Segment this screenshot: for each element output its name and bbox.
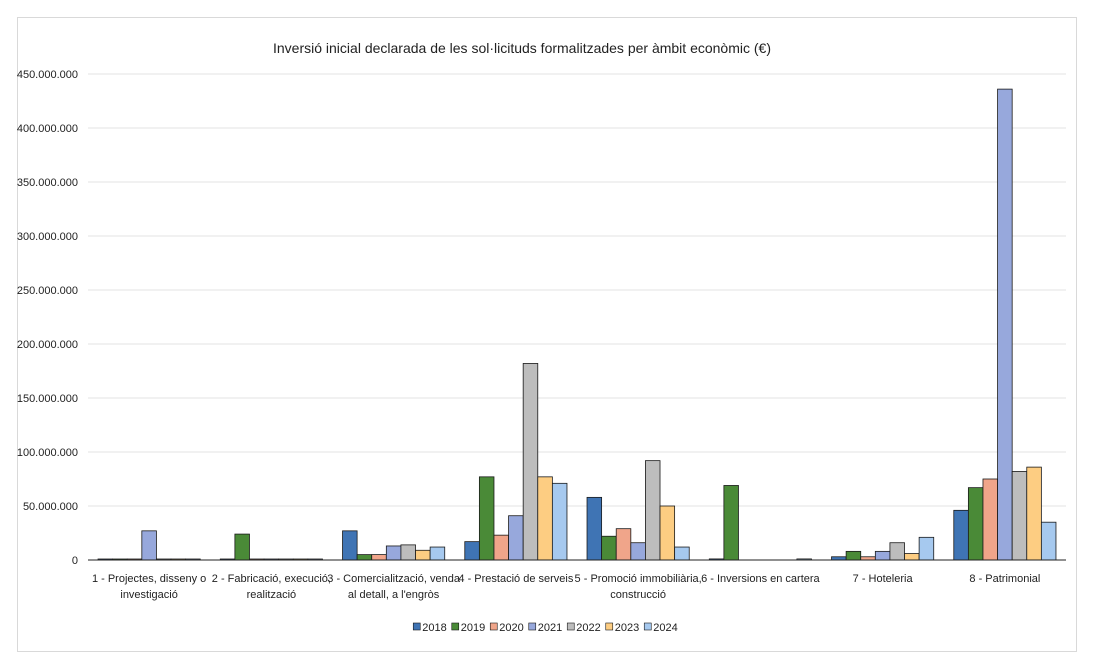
bar-2024-cat-8 — [1040, 521, 1057, 561]
bar-2024-cat-4 — [551, 482, 568, 561]
bar-2021-cat-8 — [997, 88, 1013, 561]
bar-2021-cat-4 — [508, 515, 524, 561]
x-tick-label: al detall, a l'engròs — [348, 589, 440, 601]
y-tick-label: 50.000.000 — [23, 501, 78, 513]
bar-2022-cat-8 — [1011, 471, 1028, 561]
legend-swatch — [566, 622, 575, 631]
x-tick-label: 7 - Hoteleria — [853, 573, 914, 585]
x-tick-label: 4 - Prestació de serveis — [458, 573, 573, 585]
bar-2021-cat-7 — [874, 550, 891, 561]
legend-item-2020: 2020 — [489, 622, 524, 634]
y-tick-label: 200.000.000 — [17, 339, 78, 351]
legend-item-2022: 2022 — [566, 622, 601, 634]
x-tick-label: 2 - Fabricació, execució, — [212, 573, 331, 585]
bar-2022-cat-4 — [522, 363, 539, 561]
legend-label: 2024 — [653, 622, 677, 634]
bar-2019-cat-2 — [234, 533, 250, 561]
legend-item-2019: 2019 — [451, 622, 485, 634]
bar-2023-cat-7 — [904, 553, 920, 561]
bar-2021-cat-5 — [630, 542, 646, 561]
legend-item-2018: 2018 — [412, 622, 447, 634]
x-tick-label: 3 - Comercialització, venda — [327, 573, 461, 585]
legend-label: 2018 — [422, 622, 446, 634]
legend-label: 2021 — [538, 622, 562, 634]
bars — [97, 88, 1057, 561]
bar-2022-cat-7 — [889, 542, 905, 561]
bar-2024-cat-5 — [674, 546, 690, 561]
legend-item-2021: 2021 — [528, 622, 562, 634]
legend-swatch — [451, 622, 460, 631]
bar-2018-cat-5 — [586, 496, 603, 561]
y-tick-label: 100.000.000 — [17, 447, 78, 459]
x-tick-label: 6 - Inversions en cartera — [701, 573, 820, 585]
y-axis: 0 50.000.000 100.000.000 150.000.000 200.000… — [17, 69, 78, 567]
legend-swatch — [528, 622, 537, 631]
bar-2022-cat-5 — [645, 460, 661, 561]
bar-2018-cat-4 — [464, 541, 480, 561]
bar-2024-cat-3 — [429, 546, 446, 561]
bar-2019-cat-3 — [356, 554, 373, 561]
bar-2023-cat-3 — [415, 549, 431, 561]
x-tick-label: 5 - Promoció immobiliària, — [575, 573, 702, 585]
bar-2022-cat-3 — [400, 544, 416, 561]
x-axis: 1 - Projectes, disseny o investigació 2 - … — [88, 559, 1066, 601]
legend-swatch — [412, 622, 421, 631]
legend-swatch — [489, 622, 498, 631]
bar-2019-cat-5 — [601, 535, 617, 561]
bar-2019-cat-6 — [723, 485, 739, 561]
legend-item-2023: 2023 — [605, 622, 639, 634]
bar-2020-cat-3 — [371, 554, 387, 561]
bar-2023-cat-4 — [537, 476, 553, 561]
x-tick-label: 8 - Patrimonial — [969, 573, 1040, 585]
legend-label: 2020 — [499, 622, 523, 634]
y-tick-label: 450.000.000 — [17, 69, 78, 81]
bar-2018-cat-3 — [342, 530, 358, 561]
x-tick-label: 1 - Projectes, disseny o — [92, 573, 206, 585]
legend-swatch — [605, 622, 614, 631]
bar-2023-cat-8 — [1026, 466, 1042, 561]
y-tick-label: 250.000.000 — [17, 285, 78, 297]
gridlines — [88, 73, 1066, 507]
bar-2023-cat-5 — [659, 505, 676, 561]
bar-2019-cat-4 — [478, 476, 495, 561]
x-tick-label: construcció — [610, 589, 666, 601]
bar-2021-cat-3 — [385, 545, 402, 561]
y-tick-label: 150.000.000 — [17, 393, 78, 405]
chart-title: Inversió inicial declarada de les sol·li… — [273, 40, 771, 56]
bar-2021-cat-1 — [141, 530, 157, 561]
y-tick-label: 350.000.000 — [17, 177, 78, 189]
legend-label: 2023 — [615, 622, 639, 634]
legend: 2018 2019 2020 2021 2022 2023 2024 — [412, 622, 678, 634]
legend-swatch — [643, 622, 652, 631]
x-tick-label: realització — [247, 589, 297, 601]
bar-2024-cat-7 — [918, 536, 935, 561]
y-tick-label: 300.000.000 — [17, 231, 78, 243]
legend-label: 2022 — [576, 622, 600, 634]
legend-label: 2019 — [461, 622, 485, 634]
bar-2020-cat-8 — [982, 478, 998, 561]
y-tick-label: 400.000.000 — [17, 123, 78, 135]
bar-2019-cat-7 — [845, 550, 862, 561]
y-tick-label: 0 — [72, 555, 78, 567]
bar-2020-cat-4 — [493, 534, 509, 561]
bar-2020-cat-5 — [615, 528, 632, 561]
bar-2018-cat-8 — [953, 509, 969, 561]
legend-item-2024: 2024 — [643, 622, 678, 634]
bar-2019-cat-8 — [967, 487, 984, 561]
x-tick-label: investigació — [120, 589, 177, 601]
